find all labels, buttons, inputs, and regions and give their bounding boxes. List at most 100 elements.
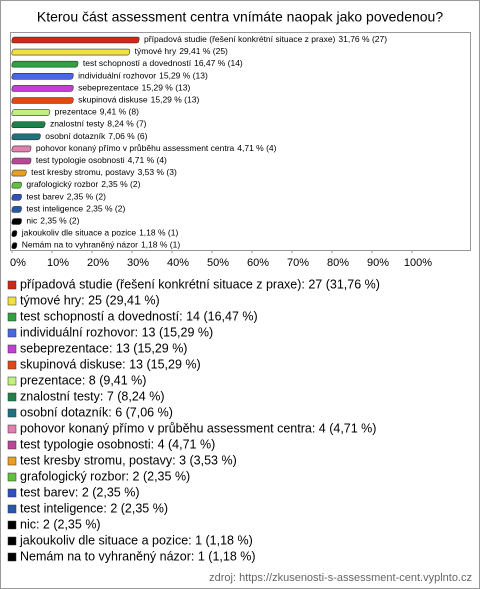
bar-category: sebeprezentace <box>78 83 139 93</box>
bar <box>11 97 74 104</box>
source: zdroj: https://zkusenosti-s-assessment-c… <box>209 572 472 584</box>
legend-swatch <box>7 456 17 466</box>
bar-value-label: 15,29 % (13) <box>159 71 208 81</box>
bar-value-label: 8,24 % (7) <box>107 119 146 129</box>
bar-category: týmové hry <box>135 46 177 56</box>
bar <box>11 36 140 44</box>
x-tick-label: 30% <box>127 257 149 269</box>
legend-label: grafologický rozbor: 2 (2,35 %) <box>20 469 190 483</box>
x-tick-label: 0% <box>10 257 26 269</box>
legend-swatch <box>7 424 17 434</box>
bar-label: nic 2,35 % (2) <box>26 216 79 226</box>
legend-label: test schopností a dovedností: 14 (16,47 … <box>20 309 258 323</box>
bar <box>11 145 32 153</box>
bar-category: skupinová diskuse <box>78 95 148 105</box>
bar-label: test schopností a dovedností 16,47 % (14) <box>83 58 243 68</box>
legend-label: jakoukoliv dle situace a pozice: 1 (1,18… <box>19 533 253 547</box>
bar-label: test barev 2,35 % (2) <box>26 192 106 202</box>
legend-label: znalostní testy: 7 (8,24 %) <box>20 389 165 403</box>
bar-label: skupinová diskuse 15,29 % (13) <box>78 95 199 105</box>
bar-value-label: 3,53 % (3) <box>138 167 177 177</box>
bar-label: Nemám na to vyhraněný názor 1,18 % (1) <box>22 240 181 250</box>
bar <box>11 121 46 128</box>
bar-value-label: 2,35 % (2) <box>40 216 79 226</box>
bar <box>11 109 51 116</box>
legend-label: test inteligence: 2 (2,35 %) <box>20 501 168 515</box>
bar-category: prezentace <box>55 107 97 117</box>
legend-label: test typologie osobnosti: 4 (4,71 %) <box>20 437 215 451</box>
bar-category: pohovor konaný přímo v průběhu assessmen… <box>36 143 235 153</box>
bar <box>11 157 32 165</box>
bar <box>11 181 22 189</box>
x-tick-label: 80% <box>327 257 349 269</box>
bar <box>11 218 22 225</box>
bar <box>11 230 18 237</box>
bar <box>11 194 22 201</box>
legend-label: pohovor konaný přímo v průběhu assessmen… <box>20 421 376 435</box>
bar <box>11 133 41 141</box>
legend-swatch <box>7 552 17 562</box>
bar-category: individuální rozhovor <box>78 71 156 81</box>
bar-category: test inteligence <box>26 204 83 214</box>
bar-value-label: 1,18 % (1) <box>139 228 178 238</box>
legend-swatch <box>7 520 17 530</box>
bar-value-label: 31,76 % (27) <box>338 34 387 44</box>
bar-category: grafologický rozbor <box>26 179 98 189</box>
bar-label: znalostní testy 8,24 % (7) <box>50 119 147 129</box>
legend-label: prezentace: 8 (9,41 %) <box>20 373 146 387</box>
legend-swatch <box>7 488 17 498</box>
x-tick-label: 40% <box>167 257 189 269</box>
bar-label: pohovor konaný přímo v průběhu assessmen… <box>36 143 277 153</box>
legend-label: případová studie (řešení konkrétní situa… <box>20 277 380 291</box>
bar <box>11 48 131 56</box>
bar-category: osobní dotazník <box>45 131 106 141</box>
legend-label: test barev: 2 (2,35 %) <box>20 485 140 499</box>
bar-value-label: 4,71 % (4) <box>128 155 167 165</box>
bar-label: prezentace 9,41 % (8) <box>55 107 139 117</box>
bar-category: nic <box>26 216 38 226</box>
legend-label: test kresby stromu, postavy: 3 (3,53 %) <box>20 453 237 467</box>
bar-label: osobní dotazník 7,06 % (6) <box>45 131 147 141</box>
legend-swatch <box>7 408 17 418</box>
legend-swatch <box>7 440 17 450</box>
bar-value-label: 15,29 % (13) <box>151 95 200 105</box>
legend-swatch <box>7 312 17 322</box>
legend-label: nic: 2 (2,35 %) <box>20 517 101 531</box>
legend-swatch <box>7 472 17 482</box>
bar-value-label: 2,35 % (2) <box>86 204 125 214</box>
legend-swatch <box>7 536 17 546</box>
bar <box>11 242 18 249</box>
bar <box>11 206 22 213</box>
bar-category: jakoukoliv dle situace a pozice <box>21 228 137 238</box>
legend-swatch <box>7 344 17 354</box>
bar-category: test barev <box>26 192 64 202</box>
legend-swatch <box>7 376 17 386</box>
bar-value-label: 16,47 % (14) <box>194 58 243 68</box>
bar-value-label: 4,71 % (4) <box>237 143 276 153</box>
bar-label: týmové hry 29,41 % (25) <box>135 46 228 56</box>
bar-category: případová studie (řešení konkrétní situa… <box>144 34 336 44</box>
bar-value-label: 7,06 % (6) <box>108 131 147 141</box>
bar-value-label: 29,41 % (25) <box>179 46 228 56</box>
legend-label: skupinová diskuse: 13 (15,29 %) <box>20 357 201 371</box>
bar-label: případová studie (řešení konkrétní situa… <box>144 34 387 44</box>
legend-label: sebeprezentace: 13 (15,29 %) <box>20 341 187 355</box>
x-tick-label: 50% <box>207 257 229 269</box>
bar <box>11 85 74 92</box>
bar-value-label: 2,35 % (2) <box>101 179 140 189</box>
bar-category: Nemám na to vyhraněný názor <box>22 240 138 250</box>
legend-label: Nemám na to vyhraněný názor: 1 (1,18 %) <box>20 549 256 563</box>
legend-label: osobní dotazník: 6 (7,06 %) <box>20 405 173 419</box>
bar <box>11 169 27 177</box>
bar-value-label: 2,35 % (2) <box>67 192 106 202</box>
bar-value-label: 1,18 % (1) <box>141 240 180 250</box>
bar-label: test typologie osobnosti 4,71 % (4) <box>36 155 167 165</box>
legend-swatch <box>7 328 17 338</box>
x-tick-label: 100% <box>404 257 432 269</box>
legend-label: týmové hry: 25 (29,41 %) <box>20 293 160 307</box>
chart-title: Kterou část assessment centra vnímáte na… <box>37 9 443 25</box>
bar-category: test typologie osobnosti <box>36 155 125 165</box>
legend-swatch <box>7 360 17 370</box>
bar-label: sebeprezentace 15,29 % (13) <box>78 83 190 93</box>
